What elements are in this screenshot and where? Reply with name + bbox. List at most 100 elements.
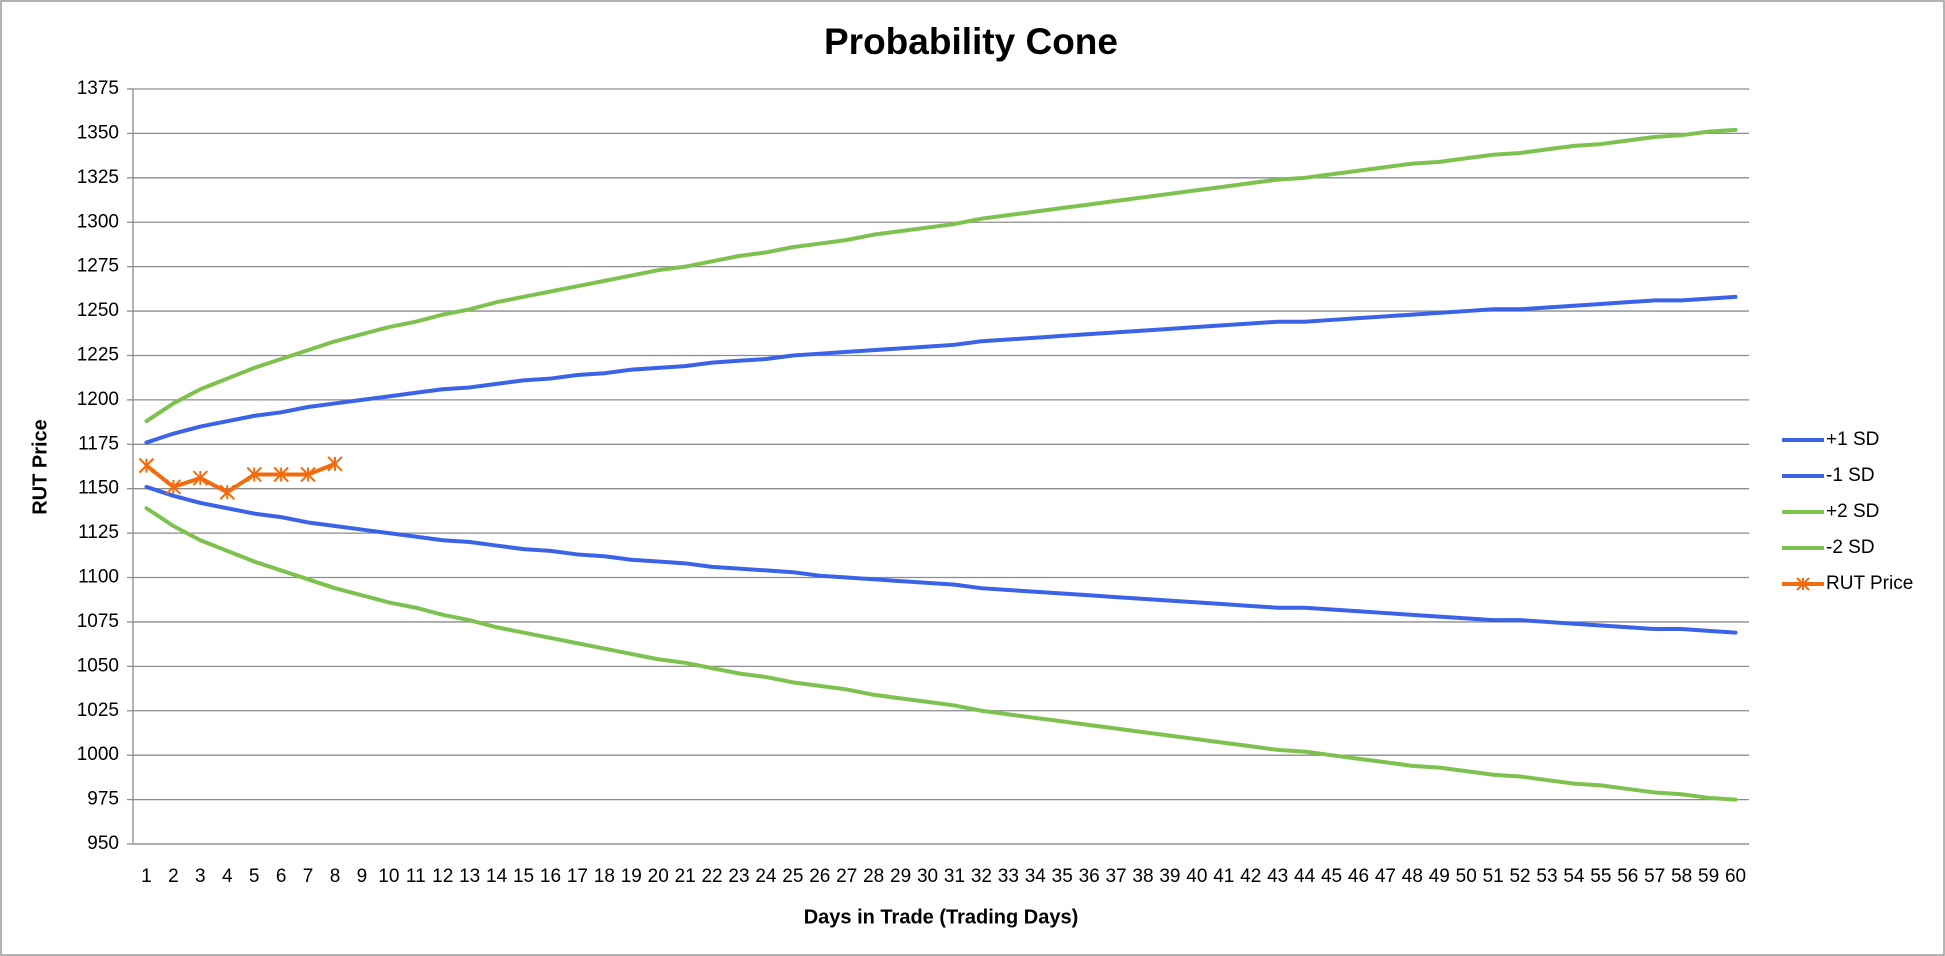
chart-title: Probability Cone: [824, 21, 1118, 62]
legend-label: +1 SD: [1826, 429, 1879, 450]
y-tick-label: 1175: [78, 433, 119, 454]
x-tick-label: 33: [998, 866, 1019, 887]
x-tick-label: 26: [809, 866, 830, 887]
x-tick-label: 53: [1536, 866, 1557, 887]
x-tick-label: 24: [755, 866, 777, 887]
x-tick-label: 42: [1240, 866, 1261, 887]
y-tick-label: 1150: [78, 478, 119, 499]
y-tick-label: 1375: [77, 78, 119, 99]
x-tick-label: 15: [513, 866, 534, 887]
legend-label: +2 SD: [1826, 501, 1879, 522]
x-tick-label: 12: [432, 866, 453, 887]
x-tick-label: 28: [863, 866, 884, 887]
x-tick-label: 7: [303, 866, 314, 887]
legend-label: -2 SD: [1826, 537, 1875, 558]
x-tick-label: 25: [782, 866, 803, 887]
series-line: [144, 506, 1738, 802]
y-tick-label: 1275: [77, 256, 119, 277]
y-tick-label: 975: [87, 789, 119, 810]
x-tick-label: 10: [378, 866, 399, 887]
x-tick-label: 5: [249, 866, 260, 887]
x-tick-label: 3: [195, 866, 206, 887]
x-tick-label: 44: [1294, 866, 1316, 887]
x-tick-label: 21: [675, 866, 696, 887]
x-tick-label: 34: [1025, 866, 1047, 887]
x-tick-label: 58: [1671, 866, 1692, 887]
data-marker: [300, 466, 316, 483]
series-line: [144, 461, 337, 495]
x-tick-label: 19: [621, 866, 642, 887]
data-marker: [192, 470, 209, 486]
y-tick-label: 1325: [77, 167, 119, 188]
y-tick-label: 1050: [77, 655, 119, 676]
x-tick-label: 41: [1213, 866, 1234, 887]
y-tick-label: 1300: [77, 211, 119, 232]
legend-marker: [1796, 577, 1810, 591]
x-tick-label: 9: [357, 866, 368, 887]
x-tick-label: 11: [406, 866, 426, 887]
series-line: [144, 484, 1738, 635]
x-tick-label: 37: [1105, 866, 1126, 887]
data-marker: [246, 466, 262, 483]
data-marker: [138, 457, 155, 474]
x-tick-label: 14: [486, 866, 508, 887]
x-tick-label: 23: [728, 866, 749, 887]
y-tick-label: 1250: [77, 300, 119, 321]
x-tick-label: 20: [648, 866, 669, 887]
x-tick-label: 8: [330, 866, 341, 887]
x-tick-label: 45: [1321, 866, 1342, 887]
x-tick-label: 54: [1563, 866, 1585, 887]
x-tick-label: 2: [168, 866, 179, 887]
data-marker: [273, 466, 289, 483]
x-tick-label: 40: [1186, 866, 1207, 887]
x-tick-label: 6: [276, 866, 287, 887]
x-tick-label: 51: [1483, 866, 1504, 887]
x-tick-label: 47: [1375, 866, 1396, 887]
legend-label: RUT Price: [1826, 573, 1913, 594]
x-tick-label: 31: [944, 866, 965, 887]
y-axis-title: RUT Price: [29, 419, 51, 515]
x-tick-label: 36: [1079, 866, 1100, 887]
data-marker: [165, 479, 182, 495]
x-tick-label: 32: [971, 866, 992, 887]
x-tick-label: 49: [1429, 866, 1450, 887]
data-marker: [219, 484, 235, 500]
x-tick-label: 43: [1267, 866, 1288, 887]
y-tick-label: 1025: [77, 700, 119, 721]
x-tick-label: 17: [567, 866, 588, 887]
x-tick-label: 29: [890, 866, 911, 887]
x-axis-title: Days in Trade (Trading Days): [804, 906, 1079, 928]
y-tick-label: 1075: [77, 611, 119, 632]
x-tick-label: 50: [1456, 866, 1477, 887]
x-tick-label: 4: [222, 866, 233, 887]
y-tick-label: 1125: [78, 522, 119, 543]
data-marker: [327, 456, 343, 472]
x-tick-label: 1: [141, 866, 152, 887]
series-line: [144, 127, 1738, 424]
x-tick-label: 38: [1132, 866, 1153, 887]
x-tick-label: 16: [540, 866, 561, 887]
y-tick-label: 1000: [77, 744, 119, 765]
x-tick-label: 13: [459, 866, 480, 887]
x-tick-label: 57: [1644, 866, 1665, 887]
y-tick-label: 1350: [77, 122, 119, 143]
x-tick-label: 55: [1590, 866, 1611, 887]
x-tick-label: 46: [1348, 866, 1369, 887]
y-tick-label: 1225: [77, 344, 119, 365]
x-tick-label: 30: [917, 866, 938, 887]
x-tick-label: 18: [594, 866, 615, 887]
series-line: [144, 294, 1738, 445]
x-tick-label: 39: [1159, 866, 1180, 887]
x-tick-label: 48: [1402, 866, 1423, 887]
y-tick-label: 950: [87, 833, 119, 854]
x-tick-label: 60: [1725, 866, 1746, 887]
x-tick-label: 56: [1617, 866, 1638, 887]
x-tick-label: 27: [836, 866, 857, 887]
y-tick-label: 1200: [77, 389, 119, 410]
x-tick-label: 22: [701, 866, 722, 887]
x-tick-label: 35: [1052, 866, 1073, 887]
legend-label: -1 SD: [1826, 465, 1875, 486]
x-tick-label: 52: [1509, 866, 1530, 887]
